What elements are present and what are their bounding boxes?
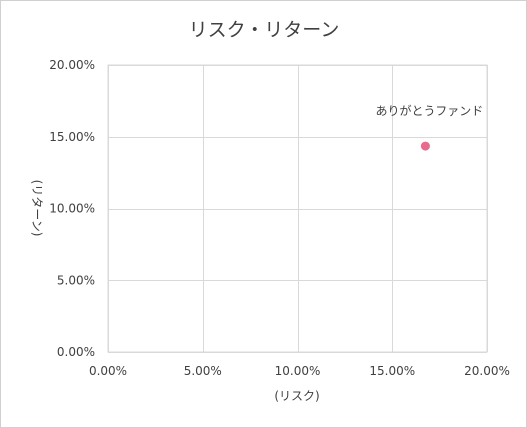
y-tick-label: 15.00% — [49, 130, 95, 144]
y-tick-label: 10.00% — [49, 202, 95, 216]
x-tick-label: 20.00% — [464, 364, 510, 378]
y-tick-label: 20.00% — [49, 58, 95, 72]
y-tick-labels: 0.00% 5.00% 10.00% 15.00% 20.00% — [49, 58, 95, 359]
x-tick-label: 15.00% — [369, 364, 415, 378]
data-point-label: ありがとうファンド — [376, 103, 484, 118]
x-tick-label: 10.00% — [275, 364, 321, 378]
y-tick-label: 5.00% — [57, 273, 95, 287]
y-tick-label: 0.00% — [57, 345, 95, 359]
x-tick-label: 0.00% — [89, 364, 127, 378]
chart-title: リスク・リターン — [189, 19, 340, 41]
y-axis-title: (リターン) — [30, 180, 44, 237]
axes — [107, 64, 488, 353]
x-tick-label: 5.00% — [184, 364, 222, 378]
data-point — [420, 141, 430, 151]
x-axis-title: (リスク) — [274, 389, 319, 403]
data-points: ありがとうファンド — [376, 103, 484, 151]
plot-area-border — [107, 64, 488, 353]
x-tick-labels: 0.00% 5.00% 10.00% 15.00% 20.00% — [89, 364, 510, 378]
